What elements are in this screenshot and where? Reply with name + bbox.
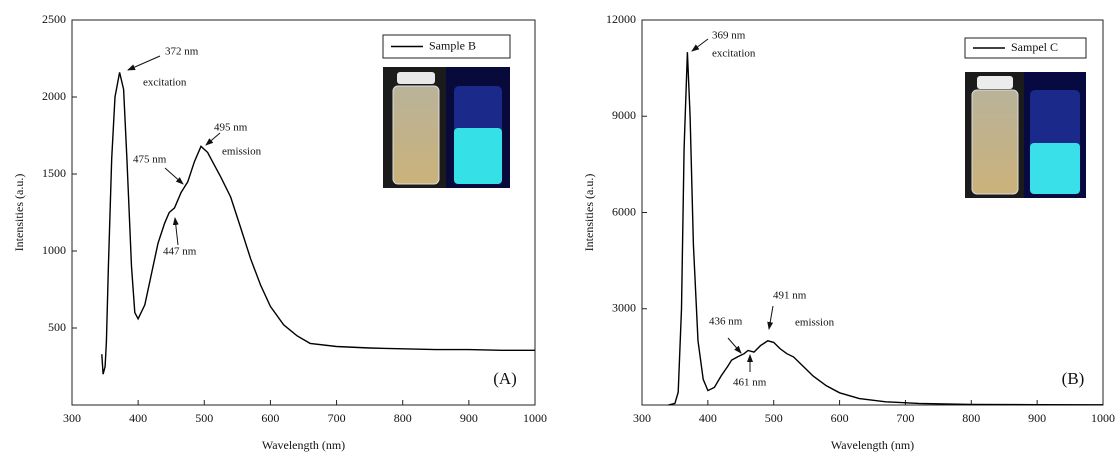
x-tick-label: 300 xyxy=(63,411,81,425)
x-tick-label: 800 xyxy=(394,411,412,425)
x-tick-label: 1000 xyxy=(523,411,547,425)
annotation-arrow xyxy=(205,132,221,146)
annotation: emission xyxy=(222,146,262,158)
y-tick-label: 12000 xyxy=(606,12,636,26)
y-tick-label: 9000 xyxy=(612,108,636,122)
inset-photo xyxy=(383,67,510,188)
y-tick-label: 500 xyxy=(48,320,66,334)
annotation-arrow xyxy=(727,337,742,354)
legend-label: Sample B xyxy=(429,38,476,52)
x-tick-label: 300 xyxy=(633,411,651,425)
annotation: excitation xyxy=(712,48,756,60)
annotation: 436 nm xyxy=(709,316,743,328)
y-tick-label: 1500 xyxy=(42,166,66,180)
panel-label: (A) xyxy=(493,369,517,388)
y-axis-label: Intensities (a.u.) xyxy=(582,174,596,252)
annotation: 461 nm xyxy=(733,377,767,389)
annotation: excitation xyxy=(143,77,187,89)
legend-box xyxy=(964,37,1087,59)
y-tick-label: 2500 xyxy=(42,12,66,26)
annotation: emission xyxy=(795,317,835,329)
annotation-arrow xyxy=(172,217,179,246)
annotation-arrow xyxy=(767,305,774,330)
y-tick-label: 2000 xyxy=(42,89,66,103)
x-tick-label: 700 xyxy=(328,411,346,425)
x-tick-label: 900 xyxy=(460,411,478,425)
legend-box xyxy=(382,34,511,59)
x-tick-label: 400 xyxy=(699,411,717,425)
data-line xyxy=(668,52,1104,406)
annotation: 447 nm xyxy=(163,246,197,258)
annotation: 369 nm xyxy=(712,30,746,42)
annotation-arrow xyxy=(164,167,184,185)
legend-label: Sampel C xyxy=(1011,40,1058,54)
x-tick-label: 1000 xyxy=(1091,411,1115,425)
x-tick-label: 900 xyxy=(1028,411,1046,425)
panel-label: (B) xyxy=(1062,369,1085,388)
plot-frame xyxy=(71,19,536,406)
annotation-arrow xyxy=(127,55,161,71)
y-tick-label: 1000 xyxy=(42,243,66,257)
x-tick-label: 500 xyxy=(765,411,783,425)
annotation-arrow xyxy=(691,38,709,52)
x-axis-label: Wavelength (nm) xyxy=(831,438,914,452)
x-tick-label: 600 xyxy=(831,411,849,425)
x-axis-label: Wavelength (nm) xyxy=(262,438,345,452)
inset-photo xyxy=(965,72,1086,198)
x-tick-label: 600 xyxy=(261,411,279,425)
y-tick-label: 3000 xyxy=(612,301,636,315)
x-tick-label: 700 xyxy=(896,411,914,425)
annotation: 475 nm xyxy=(133,154,167,166)
x-tick-label: 800 xyxy=(962,411,980,425)
annotation: 491 nm xyxy=(773,290,807,302)
x-tick-label: 500 xyxy=(195,411,213,425)
y-axis-label: Intensities (a.u.) xyxy=(12,174,26,252)
annotation: 372 nm xyxy=(165,46,199,58)
y-tick-label: 6000 xyxy=(612,204,636,218)
data-line xyxy=(101,72,535,375)
annotation: 495 nm xyxy=(214,122,248,134)
x-tick-label: 400 xyxy=(129,411,147,425)
